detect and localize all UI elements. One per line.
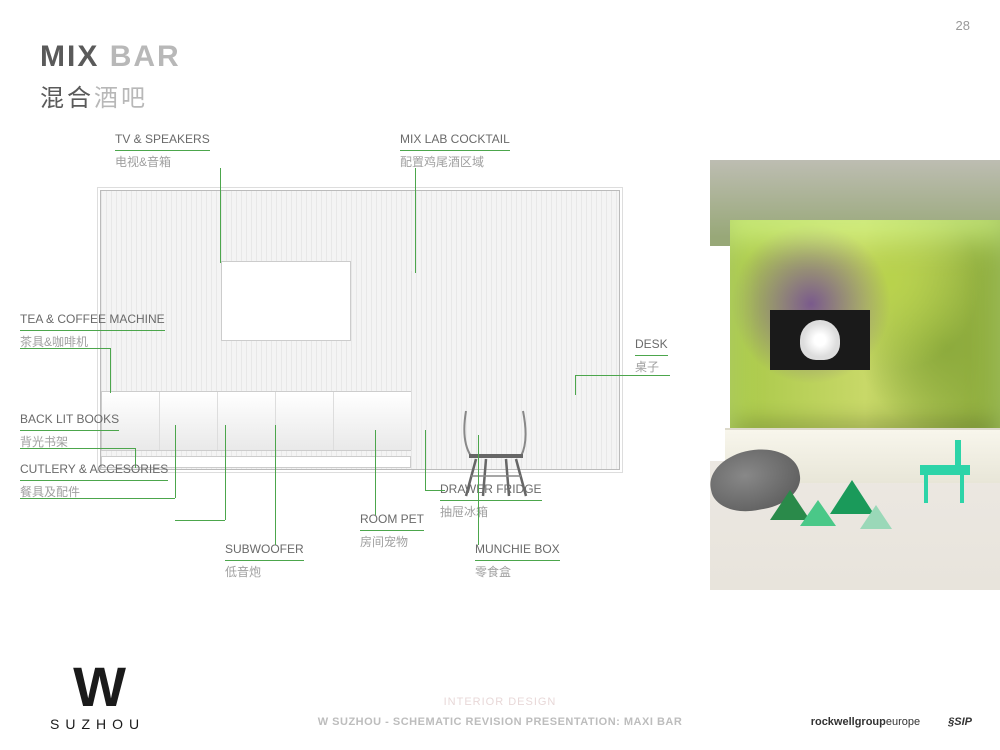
shelf-unit [101,391,411,451]
sip-text: SIP [954,716,972,728]
leader-line [575,375,670,376]
callout-backlit-books: BACK LIT BOOKS 背光书架 [20,410,119,451]
callout-en: BACK LIT BOOKS [20,410,119,431]
callout-en: MIX LAB COCKTAIL [400,130,510,151]
page-title: MIX BAR 混合酒吧 [40,40,181,113]
callout-cn: 低音炮 [225,563,304,581]
leader-line [175,425,176,498]
leader-line [375,430,376,515]
mixlab-area [411,271,611,401]
leader-line [20,448,135,449]
leader-line [275,425,276,545]
callout-cn: 房间宠物 [360,533,424,551]
leader-line [220,168,221,263]
callout-cutlery: CUTLERY & ACCESORIES 餐具及配件 [20,460,168,501]
title-en-light: BAR [110,40,181,73]
leader-line [20,348,110,349]
elevation-diagram: TV & SPEAKERS 电视&音箱 MIX LAB COCKTAIL 配置鸡… [20,130,680,610]
callout-en: TEA & COFFEE MACHINE [20,310,165,331]
leader-line [425,430,426,490]
leader-line [415,168,416,273]
callout-cn: 抽屉冰箱 [440,503,542,521]
leader-line [225,425,226,520]
callout-cn: 零食盒 [475,563,560,581]
callout-subwoofer: SUBWOOFER 低音炮 [225,540,304,581]
title-cn-light: 酒吧 [94,85,148,112]
leader-line [425,490,445,491]
callout-cn: 电视&音箱 [115,153,210,171]
elevation-drawing [100,190,620,470]
footer: W SUZHOU INTERIOR DESIGN W SUZHOU - SCHE… [0,650,1000,750]
callout-room-pet: ROOM PET 房间宠物 [360,510,424,551]
rwg-light: europe [886,716,920,728]
tv-rect [221,261,351,341]
callout-desk: DESK 桌子 [635,335,668,376]
leader-line [575,375,576,395]
callout-mix-lab: MIX LAB COCKTAIL 配置鸡尾酒区域 [400,130,510,171]
leader-line [478,435,479,545]
leader-line [110,348,111,393]
callout-en: DRAWER FRIDGE [440,480,542,501]
callout-en: MUNCHIE BOX [475,540,560,561]
callout-munchie-box: MUNCHIE BOX 零食盒 [475,540,560,581]
callout-cn: 桌子 [635,358,668,376]
callout-drawer-fridge: DRAWER FRIDGE 抽屉冰箱 [440,480,542,521]
callout-en: ROOM PET [360,510,424,531]
callout-en: SUBWOOFER [225,540,304,561]
leader-line [20,498,175,499]
watermark-text: INTERIOR DESIGN [0,696,1000,708]
callout-tv-speakers: TV & SPEAKERS 电视&音箱 [115,130,210,171]
title-en-dark: MIX [40,40,99,73]
callout-tea-coffee: TEA & COFFEE MACHINE 茶具&咖啡机 [20,310,165,351]
page-number: 28 [956,18,970,33]
callout-en: CUTLERY & ACCESORIES [20,460,168,481]
leader-line [175,520,225,521]
render-image [710,160,1000,590]
callout-en: TV & SPEAKERS [115,130,210,151]
rwg-bold: rockwellgroup [811,716,886,728]
callout-en: DESK [635,335,668,356]
callout-cn: 配置鸡尾酒区域 [400,153,510,171]
footer-credits: rockwellgroupeurope §SIP [811,716,972,728]
title-cn-dark: 混合 [40,85,94,112]
